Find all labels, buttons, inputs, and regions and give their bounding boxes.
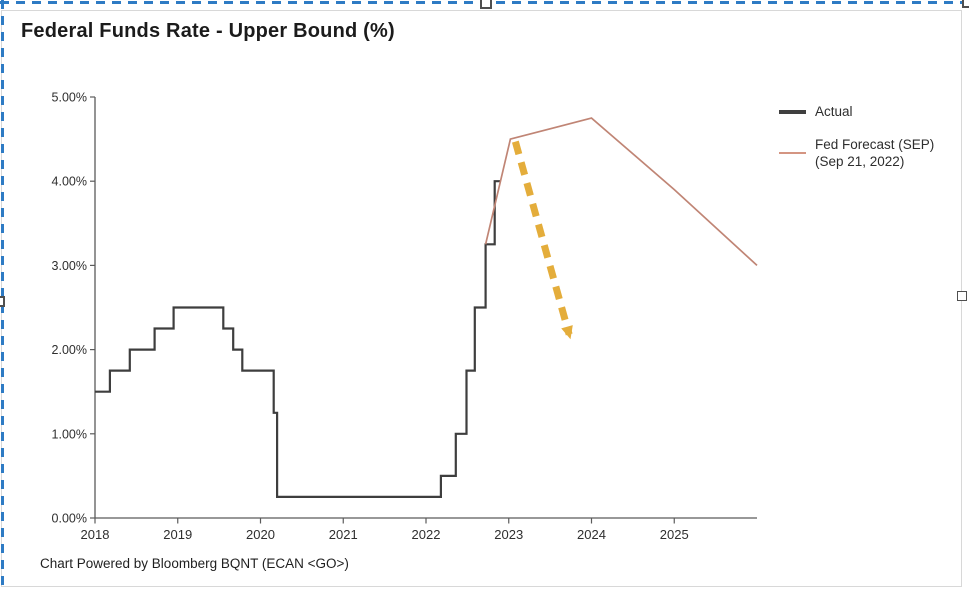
- chart-image-card[interactable]: [1, 10, 962, 587]
- chart-legend: Actual Fed Forecast (SEP) (Sep 21, 2022): [779, 103, 934, 171]
- chart-attribution: Chart Powered by Bloomberg BQNT (ECAN <G…: [40, 556, 349, 571]
- resize-handle-right[interactable]: [957, 291, 967, 301]
- forecast-line-swatch: [779, 152, 806, 155]
- chart-title: Federal Funds Rate - Upper Bound (%): [21, 20, 395, 42]
- selection-border-left: [1, 0, 4, 586]
- legend-label-forecast: Fed Forecast (SEP) (Sep 21, 2022): [815, 136, 934, 171]
- legend-label-forecast-line1: Fed Forecast (SEP): [815, 136, 935, 152]
- resize-handle-top-right[interactable]: [962, 0, 969, 8]
- legend-label-forecast-line2: (Sep 21, 2022): [815, 154, 905, 170]
- legend-item-actual: Actual: [779, 103, 934, 121]
- actual-line-swatch: [779, 109, 806, 114]
- resize-handle-top[interactable]: [480, 0, 492, 9]
- resize-handle-left[interactable]: [0, 296, 5, 307]
- legend-item-forecast: Fed Forecast (SEP) (Sep 21, 2022): [779, 136, 934, 171]
- legend-label-actual: Actual: [815, 104, 853, 119]
